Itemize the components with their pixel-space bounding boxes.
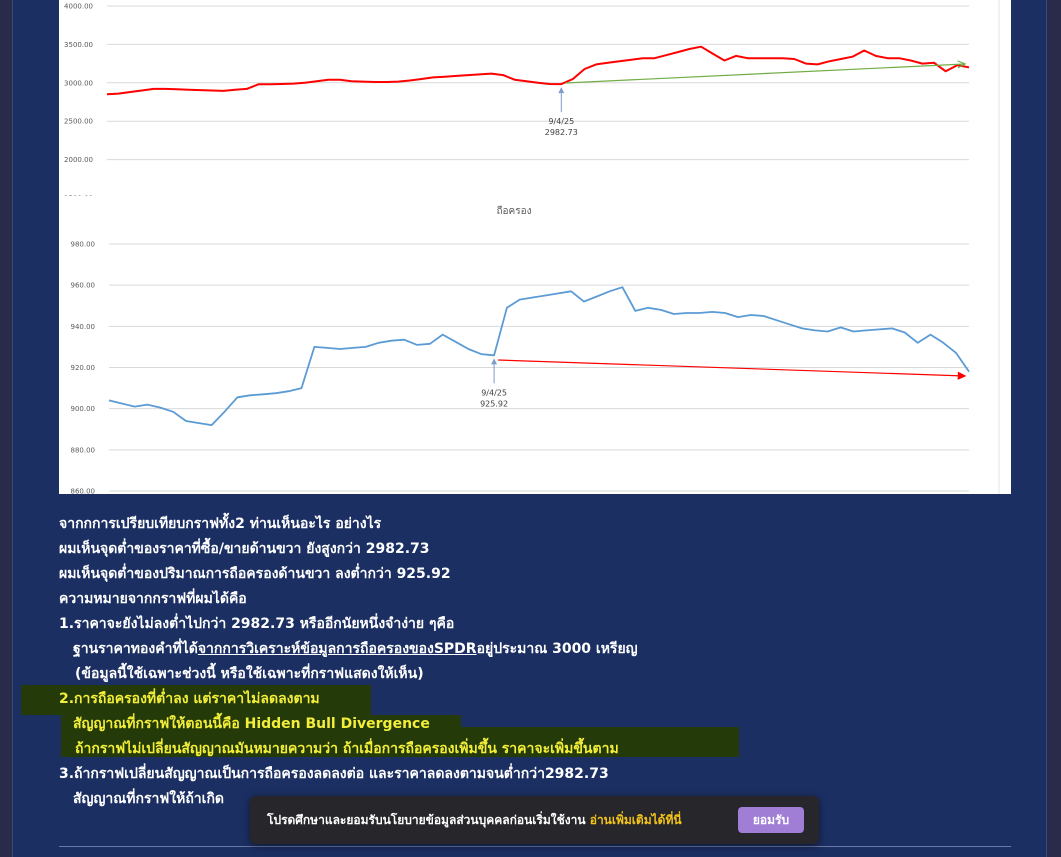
- price-chart-y-tick-label: 4000.00: [64, 3, 93, 11]
- page-edge-left: [0, 0, 12, 857]
- highlight-block-3: [61, 727, 739, 757]
- price-chart-trend-line: [565, 63, 966, 84]
- holdings-chart-y-tick-label: 940.00: [71, 323, 96, 331]
- holdings-chart-annotation-arrowhead: [491, 358, 498, 365]
- holdings-chart-annotation-value: 925.92: [480, 399, 508, 408]
- article-line-4: ความหมายจากกราฟที่ผมได้คือ: [59, 591, 247, 607]
- frame-line-left: [12, 0, 13, 857]
- price-chart-annotation-value: 2982.73: [545, 128, 578, 137]
- holdings-chart-annotation-date: 9/4/25: [481, 388, 507, 397]
- price-chart-y-tick-label: 3000.00: [64, 79, 93, 87]
- holdings-chart: 980.00 960.00 940.00 920.00 900.00 880.00 860.…: [59, 196, 1011, 494]
- price-chart-annotation-date: 9/4/25: [548, 117, 574, 126]
- article-line-6-start: ฐานราคาทองคำที่ได้: [73, 641, 198, 657]
- holdings-chart-trend-arrowhead: [957, 371, 967, 380]
- article-line-6: ฐานราคาทองคำที่ได้จากการวิเคราะห์ข้อมูลก…: [73, 639, 638, 659]
- article-line-6-underlined: จากการวิเคราะห์ข้อมูลการถือครองของSPDR: [197, 641, 477, 657]
- price-chart-svg: 4000.00 3500.00 3000.00 2500.00 2000.00 1500.…: [64, 0, 1000, 197]
- holdings-chart-trend-line: [498, 359, 966, 377]
- article-line-9: สัญญาณที่กราฟให้ตอนนี้คือ Hidden Bull Di…: [73, 716, 430, 732]
- article-line-7: (ข้อมูลนี้ใช้เฉพาะช่วงนี้ หรือใช้เฉพาะที…: [75, 666, 424, 682]
- holdings-chart-y-tick-label: 900.00: [71, 405, 96, 413]
- holdings-chart-y-tick-label: 980.00: [71, 241, 96, 249]
- price-chart: 4000.00 3500.00 3000.00 2500.00 2000.00 1500.…: [59, 0, 1011, 196]
- page-edge-right: [1047, 0, 1061, 857]
- article-line-10: ถ้ากราฟไม่เปลี่ยนสัญญาณมันหมายความว่า ถ้…: [75, 741, 619, 757]
- article-line-12: สัญญาณที่กราฟให้ถ้าเกิด: [73, 791, 225, 807]
- price-chart-y-tick-label: 1500.00: [64, 195, 93, 197]
- cookie-read-more-link[interactable]: อ่านเพิ่มเติมได้ที่นี่: [589, 813, 682, 827]
- holdings-chart-series-line: [108, 286, 970, 427]
- holdings-chart-svg: 980.00 960.00 940.00 920.00 900.00 880.00 860.…: [71, 196, 1000, 495]
- article-line-8: 2.การถือครองที่ต่ำลง แต่ราคาไม่ลดลงตาม: [59, 691, 320, 707]
- holdings-chart-y-tick-label: 860.00: [71, 488, 96, 495]
- holdings-chart-y-tick-label: 920.00: [71, 364, 96, 372]
- holdings-chart-title: ถือครอง: [496, 205, 531, 217]
- article-line-2: ผมเห็นจุดต่ำของราคาที่ซื้อ/ขายด้านขวา ยั…: [59, 541, 430, 557]
- price-chart-y-tick-label: 2500.00: [64, 118, 93, 126]
- article-line-11: 3.ถ้ากราฟเปลี่ยนสัญญาณเป็นการถือครองลดลง…: [59, 766, 609, 782]
- price-chart-y-tick-label: 3500.00: [64, 41, 93, 49]
- price-chart-series-line: [106, 45, 970, 96]
- article-line-6-end: อยู่ประมาณ 3000 เหรียญ: [476, 641, 638, 657]
- holdings-chart-y-tick-label: 880.00: [71, 446, 96, 454]
- price-chart-y-tick-label: 2000.00: [64, 156, 93, 164]
- article-line-1: จากกการเปรียบเทียบกราฟทั้ง2 ท่านเห็นอะไร…: [59, 516, 382, 532]
- article-line-3: ผมเห็นจุดต่ำของปริมาณการถือครองด้านขวา ล…: [59, 566, 451, 582]
- frame-line-right: [1046, 0, 1047, 857]
- holdings-chart-y-tick-label: 960.00: [71, 282, 96, 290]
- article-line-5: 1.ราคาจะยังไม่ลงต่ำไปกว่า 2982.73 หรืออี…: [59, 616, 455, 632]
- content-divider: [59, 846, 1011, 847]
- highlight-block-1: [21, 685, 371, 715]
- cookie-consent-text: โปรดศึกษาและยอมรับนโยบายข้อมูลส่วนบุคคลก…: [267, 811, 682, 830]
- cookie-message: โปรดศึกษาและยอมรับนโยบายข้อมูลส่วนบุคคลก…: [267, 813, 586, 827]
- price-chart-trend-arrowhead: [957, 60, 967, 69]
- cookie-consent-bar: โปรดศึกษาและยอมรับนโยบายข้อมูลส่วนบุคคลก…: [250, 796, 819, 844]
- cookie-accept-button[interactable]: ยอมรับ: [738, 807, 804, 833]
- price-chart-annotation-arrowhead: [558, 87, 565, 94]
